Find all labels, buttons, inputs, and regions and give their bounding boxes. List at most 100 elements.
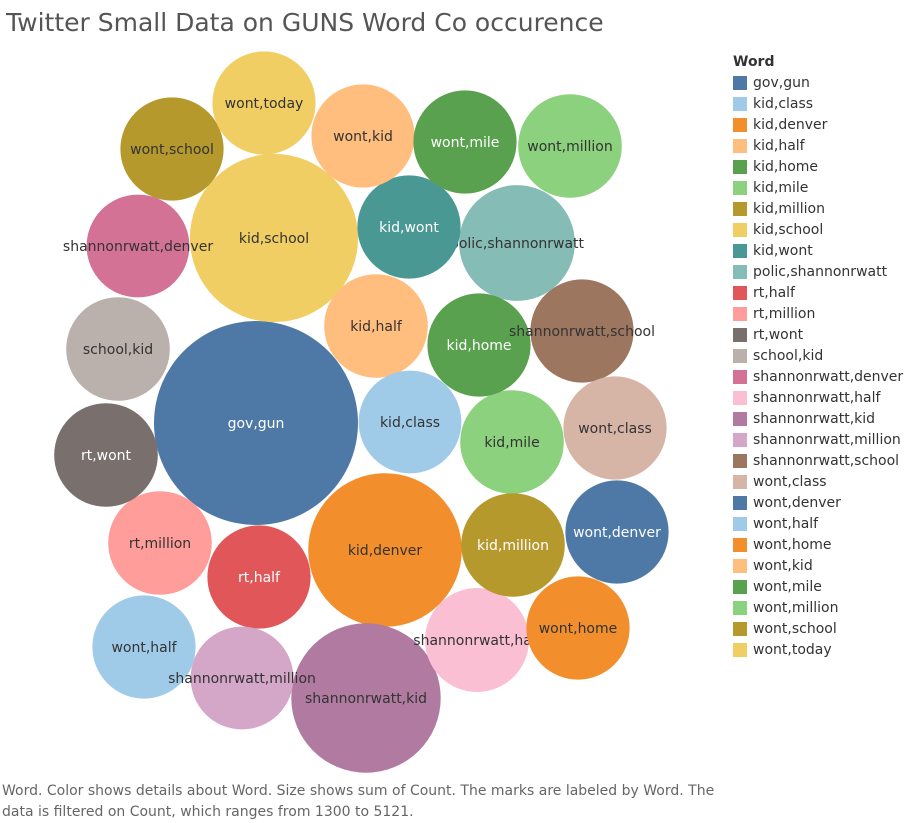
bubble-circle-shannonrwatt-half[interactable] — [425, 588, 529, 692]
legend-swatch — [733, 621, 747, 636]
legend-swatch — [733, 537, 747, 552]
legend-item-shannonrwatt-school[interactable]: shannonrwatt,school — [733, 450, 903, 471]
bubble-shannonrwatt-kid[interactable]: shannonrwatt,kid — [291, 623, 441, 773]
bubble-wont-kid[interactable]: wont,kid — [311, 84, 415, 188]
bubble-shannonrwatt-denver[interactable]: shannonrwatt,denver — [63, 194, 213, 298]
bubble-circle-kid-half[interactable] — [324, 274, 428, 378]
legend-item-wont-kid[interactable]: wont,kid — [733, 555, 903, 576]
bubble-kid-denver[interactable]: kid,denver — [308, 473, 462, 627]
bubble-rt-half[interactable]: rt,half — [207, 525, 311, 629]
bubble-shannonrwatt-half[interactable]: shannonrwatt,half — [413, 588, 542, 692]
bubble-circle-gov-gun[interactable] — [154, 321, 358, 525]
legend-label: kid,million — [753, 200, 825, 217]
legend-item-wont-today[interactable]: wont,today — [733, 639, 903, 660]
bubble-wont-home[interactable]: wont,home — [526, 576, 630, 680]
legend-swatch — [733, 642, 747, 657]
legend-item-shannonrwatt-kid[interactable]: shannonrwatt,kid — [733, 408, 903, 429]
bubble-school-kid[interactable]: school,kid — [66, 297, 170, 401]
legend-item-wont-half[interactable]: wont,half — [733, 513, 903, 534]
legend-item-school-kid[interactable]: school,kid — [733, 345, 903, 366]
bubble-kid-wont[interactable]: kid,wont — [357, 175, 461, 279]
legend-item-wont-class[interactable]: wont,class — [733, 471, 903, 492]
bubble-polic-shannonrwatt[interactable]: polic,shannonrwatt — [450, 185, 585, 301]
legend-item-kid-mile[interactable]: kid,mile — [733, 177, 903, 198]
bubble-kid-school[interactable]: kid,school — [189, 153, 359, 323]
bubble-rt-million[interactable]: rt,million — [108, 491, 212, 595]
bubble-wont-class[interactable]: wont,class — [563, 376, 667, 480]
bubble-wont-today[interactable]: wont,today — [212, 51, 316, 155]
legend-item-gov-gun[interactable]: gov,gun — [733, 72, 903, 93]
legend-item-wont-million[interactable]: wont,million — [733, 597, 903, 618]
bubble-circle-shannonrwatt-million[interactable] — [190, 626, 294, 730]
legend-label: wont,school — [753, 620, 837, 637]
legend-item-kid-denver[interactable]: kid,denver — [733, 114, 903, 135]
bubble-circle-shannonrwatt-kid[interactable] — [291, 623, 441, 773]
bubble-circle-wont-denver[interactable] — [565, 480, 669, 584]
legend-item-shannonrwatt-million[interactable]: shannonrwatt,million — [733, 429, 903, 450]
bubble-wont-denver[interactable]: wont,denver — [565, 480, 669, 584]
legend-item-shannonrwatt-half[interactable]: shannonrwatt,half — [733, 387, 903, 408]
legend-item-kid-half[interactable]: kid,half — [733, 135, 903, 156]
bubble-rt-wont[interactable]: rt,wont — [54, 403, 158, 507]
legend-swatch — [733, 390, 747, 405]
bubble-circle-kid-home[interactable] — [427, 293, 531, 397]
bubble-wont-million[interactable]: wont,million — [518, 94, 622, 198]
bubble-circle-kid-denver[interactable] — [308, 473, 462, 627]
bubble-kid-class[interactable]: kid,class — [358, 370, 462, 474]
bubble-circle-wont-home[interactable] — [526, 576, 630, 680]
bubble-label-kid-school: kid,school — [239, 231, 309, 247]
bubble-shannonrwatt-million[interactable]: shannonrwatt,million — [168, 626, 316, 730]
legend-label: shannonrwatt,million — [753, 431, 901, 448]
bubble-circle-wont-today[interactable] — [212, 51, 316, 155]
bubble-wont-mile[interactable]: wont,mile — [413, 90, 517, 194]
bubble-wont-school[interactable]: wont,school — [120, 97, 224, 201]
legend-item-rt-wont[interactable]: rt,wont — [733, 324, 903, 345]
bubble-kid-mile[interactable]: kid,mile — [460, 390, 564, 494]
bubble-circle-wont-kid[interactable] — [311, 84, 415, 188]
bubble-circle-shannonrwatt-denver[interactable] — [86, 194, 190, 298]
bubble-circle-rt-half[interactable] — [207, 525, 311, 629]
legend-item-wont-home[interactable]: wont,home — [733, 534, 903, 555]
legend-item-wont-school[interactable]: wont,school — [733, 618, 903, 639]
bubble-circle-wont-school[interactable] — [120, 97, 224, 201]
legend-item-kid-home[interactable]: kid,home — [733, 156, 903, 177]
bubble-shannonrwatt-school[interactable]: shannonrwatt,school — [509, 279, 655, 383]
legend: Word gov,gun kid,class kid,denver kid,half k… — [733, 54, 903, 660]
chart-title: Twitter Small Data on GUNS Word Co occur… — [6, 8, 604, 37]
bubble-circle-kid-class[interactable] — [358, 370, 462, 474]
bubble-gov-gun[interactable]: gov,gun — [154, 321, 358, 525]
bubble-kid-home[interactable]: kid,home — [427, 293, 531, 397]
legend-item-rt-million[interactable]: rt,million — [733, 303, 903, 324]
legend-item-shannonrwatt-denver[interactable]: shannonrwatt,denver — [733, 366, 903, 387]
legend-item-kid-class[interactable]: kid,class — [733, 93, 903, 114]
bubble-circle-shannonrwatt-school[interactable] — [530, 279, 634, 383]
bubble-label-wont-kid: wont,kid — [333, 129, 393, 145]
legend-item-polic-shannonrwatt[interactable]: polic,shannonrwatt — [733, 261, 903, 282]
legend-item-wont-mile[interactable]: wont,mile — [733, 576, 903, 597]
legend-swatch — [733, 117, 747, 132]
bubble-circle-kid-school[interactable] — [189, 153, 359, 323]
bubble-circle-wont-million[interactable] — [518, 94, 622, 198]
bubble-kid-half[interactable]: kid,half — [324, 274, 428, 378]
bubble-circle-wont-class[interactable] — [563, 376, 667, 480]
bubble-circle-kid-wont[interactable] — [357, 175, 461, 279]
legend-label: shannonrwatt,half — [753, 389, 881, 406]
legend-label: rt,wont — [753, 326, 804, 343]
bubble-kid-million[interactable]: kid,million — [461, 493, 565, 597]
legend-swatch — [733, 159, 747, 174]
legend-item-kid-wont[interactable]: kid,wont — [733, 240, 903, 261]
bubble-circle-kid-million[interactable] — [461, 493, 565, 597]
bubble-circle-rt-million[interactable] — [108, 491, 212, 595]
legend-swatch — [733, 327, 747, 342]
bubble-circle-rt-wont[interactable] — [54, 403, 158, 507]
legend-item-rt-half[interactable]: rt,half — [733, 282, 903, 303]
legend-item-wont-denver[interactable]: wont,denver — [733, 492, 903, 513]
bubble-circle-kid-mile[interactable] — [460, 390, 564, 494]
bubble-circle-wont-mile[interactable] — [413, 90, 517, 194]
bubble-circle-wont-half[interactable] — [92, 595, 196, 699]
bubble-wont-half[interactable]: wont,half — [92, 595, 196, 699]
legend-item-kid-school[interactable]: kid,school — [733, 219, 903, 240]
bubble-circle-school-kid[interactable] — [66, 297, 170, 401]
bubble-circle-polic-shannonrwatt[interactable] — [459, 185, 575, 301]
legend-item-kid-million[interactable]: kid,million — [733, 198, 903, 219]
